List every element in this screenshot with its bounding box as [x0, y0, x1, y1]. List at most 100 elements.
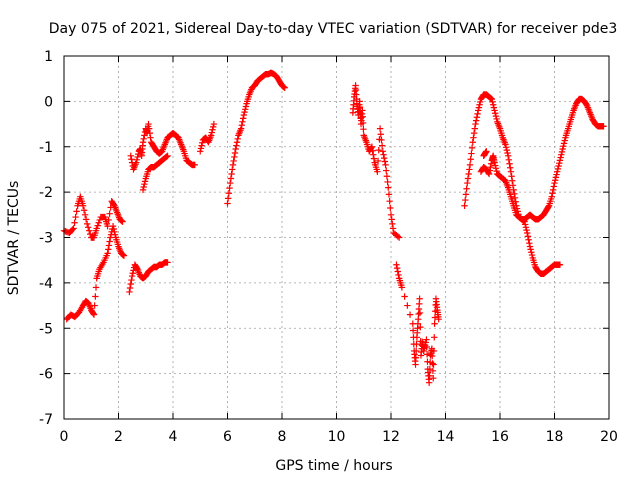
data-point-arc-h [380, 154, 388, 162]
data-point-arc-d [133, 156, 141, 163]
data-point-arc-k [556, 159, 563, 167]
data-point-arc-j [509, 177, 516, 184]
data-point-arc-j [474, 110, 481, 118]
data-point-arc-j [475, 107, 482, 114]
data-point-arc-k [553, 171, 560, 178]
y-axis-ticks: -7 -6 -5 -4 -3 -2 -1 0 1 [39, 49, 609, 428]
data-point-arc-c [164, 259, 171, 266]
y-tick-label: -5 [39, 321, 53, 337]
data-point-arc-c [128, 276, 135, 284]
data-point-arc-j [507, 164, 514, 171]
data-point-arc-k [583, 101, 590, 108]
data-point-arc-j [469, 139, 476, 146]
data-point-arc-j [472, 120, 479, 128]
x-tick-label: 18 [546, 429, 564, 445]
data-point-arc-e [139, 186, 147, 194]
data-point-arc-j [476, 101, 483, 108]
plot-frame [63, 55, 610, 420]
data-point-arc-a [70, 225, 77, 232]
data-point-arc-g [231, 153, 238, 161]
data-point-arc-k [551, 177, 559, 184]
data-point-arc-d [146, 129, 154, 137]
data-point-arc-g [226, 184, 233, 192]
data-point-arc-b [106, 238, 113, 245]
data-point-arc-j [472, 117, 480, 124]
data-point-arc-i [429, 367, 437, 374]
data-point-arc-e [141, 178, 149, 185]
y-tick-label: 1 [44, 49, 53, 65]
data-point-arc-i [422, 339, 429, 346]
data-point-arc-j [522, 224, 530, 231]
data-point-arc-a [105, 216, 112, 224]
data-point-arc-a [119, 218, 126, 225]
data-point-arc-k [560, 140, 568, 147]
data-point-arc-i [431, 320, 438, 327]
data-point-arc-h [375, 146, 382, 154]
data-point-arc-i [429, 360, 436, 367]
data-point-arc-h [377, 131, 384, 138]
data-point-arc-g [229, 161, 237, 169]
data-point-arc-j [468, 144, 476, 152]
x-tick-label: 6 [223, 429, 232, 445]
data-point-arc-h [356, 103, 364, 111]
data-point-arc-h [388, 216, 395, 223]
data-point-arc-c [126, 284, 134, 292]
data-point-arc-d [145, 125, 153, 132]
data-point-arc-k [559, 145, 566, 153]
y-tick-label: -3 [39, 231, 53, 247]
data-point-arc-i [413, 347, 420, 355]
data-point-arc-j [470, 134, 477, 141]
data-point-arc-i [435, 315, 442, 323]
data-point-arc-f [197, 148, 204, 155]
data-point-arc-j [507, 168, 515, 175]
data-point-arc-j [527, 246, 534, 253]
data-point-arc-h [369, 147, 376, 154]
data-point-arc-g [231, 149, 239, 157]
data-point-arc-i [416, 295, 423, 302]
data-point-arc-i [425, 379, 433, 386]
data-point-arc-b [110, 225, 117, 233]
data-point-arc-j [502, 141, 509, 148]
data-point-arc-f [210, 120, 218, 128]
data-point-arc-j [556, 261, 564, 268]
data-point-arc-h [359, 107, 366, 114]
data-point-arc-a [95, 219, 102, 226]
data-point-arc-a [71, 219, 78, 226]
data-point-arc-k [492, 162, 499, 169]
data-point-arc-j [523, 226, 530, 234]
data-point-arc-h [374, 157, 382, 165]
y-tick-label: -4 [39, 276, 53, 292]
data-point-arc-f [197, 145, 205, 152]
data-point-arc-a [82, 216, 90, 223]
data-point-arc-g [230, 157, 237, 165]
data-point-arc-i [395, 271, 402, 279]
x-tick-label: 2 [114, 429, 123, 445]
data-point-arc-j [490, 104, 498, 111]
y-tick-label: -2 [39, 185, 53, 201]
data-point-arc-k [492, 165, 500, 172]
data-point-arc-g [240, 111, 248, 119]
data-point-arc-j [493, 115, 500, 123]
data-point-arc-h [370, 155, 378, 162]
data-point-arc-g [241, 108, 248, 116]
data-point-arc-b [120, 252, 128, 259]
data-point-arc-g [237, 125, 245, 132]
data-point-arc-j [525, 236, 532, 243]
data-point-arc-a [79, 202, 87, 209]
data-point-arc-d [133, 159, 140, 166]
x-axis-ticks: 0 2 4 6 8 10 12 14 16 18 20 [60, 56, 618, 445]
data-point-arc-a [72, 213, 79, 221]
data-point-arc-i [431, 334, 438, 341]
data-point-arc-g [234, 135, 241, 143]
data-point-arc-j [528, 251, 536, 259]
data-point-arc-h [374, 168, 381, 175]
data-point-arc-b [92, 293, 99, 300]
data-point-arc-i [430, 374, 437, 382]
data-point-arc-b [105, 242, 113, 249]
data-point-arc-k [487, 163, 494, 171]
data-point-arc-a [110, 201, 117, 208]
data-point-arc-k [487, 160, 495, 167]
data-point-arc-j [463, 185, 470, 192]
data-point-arc-j [475, 104, 483, 111]
data-point-arc-b [107, 234, 114, 241]
